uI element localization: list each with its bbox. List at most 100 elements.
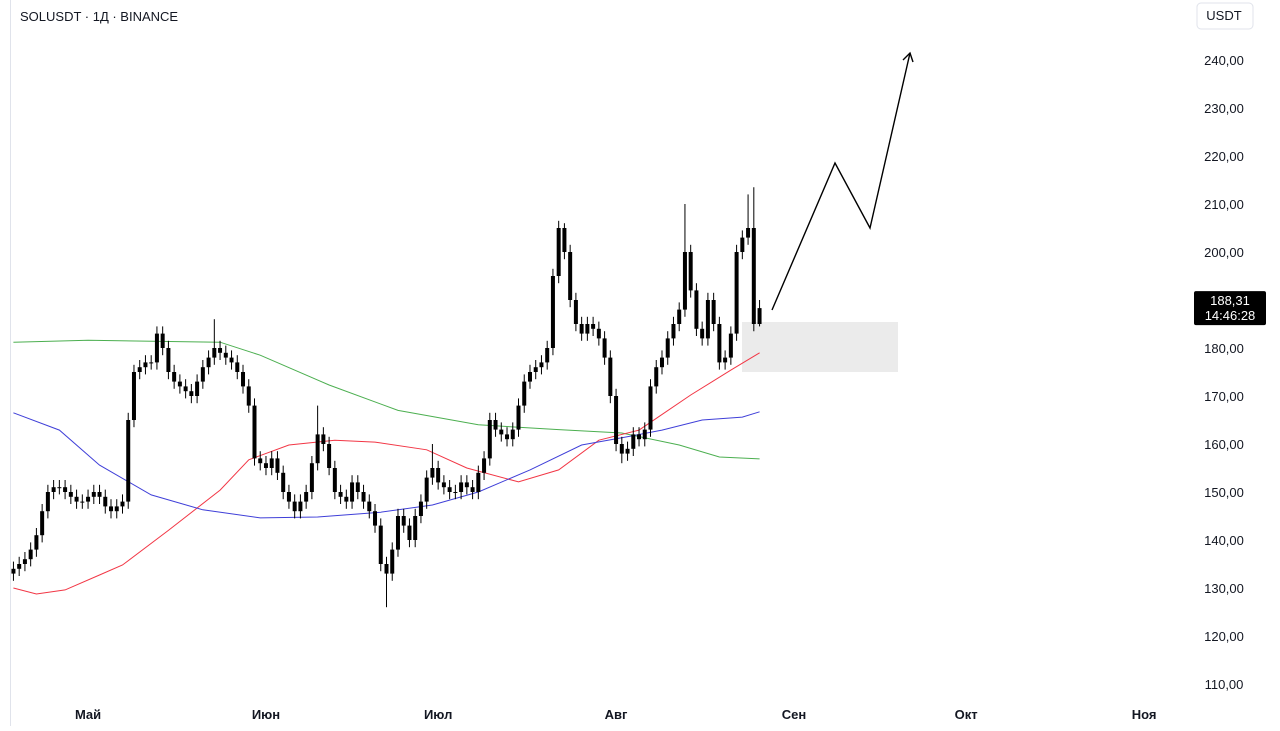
candle-body [212,348,217,358]
candle-body [424,477,429,502]
candle-body [281,472,286,492]
candle-body [533,367,538,372]
candle-body [177,381,182,387]
y-tick-label: 140,00 [1204,533,1244,548]
x-tick-label: Май [75,707,101,722]
candle-body [17,564,22,569]
candle-body [344,496,349,502]
candle-body [665,338,670,358]
candle-body [97,492,102,497]
candle-body [309,463,314,492]
candle-body [401,516,406,526]
candle-body [378,525,383,564]
candle-body [453,492,458,493]
candle-body [286,492,291,502]
candle-body [275,458,280,473]
candle-body [91,492,96,497]
x-tick-label: Сен [782,707,806,722]
candle-body [654,367,659,387]
candle-body [235,362,240,372]
candle-body [614,396,619,444]
candle-body [229,357,234,363]
candle-body [34,535,39,550]
candle-body [441,482,446,488]
candle-body [51,487,56,492]
candle-body [367,501,372,512]
candle-body [361,492,366,502]
candle-body [619,444,624,454]
y-tick-label: 210,00 [1204,197,1244,212]
y-tick-label: 200,00 [1204,245,1244,260]
candle-body [659,357,664,368]
candle-body [631,434,636,449]
candle-body [700,328,705,339]
moving-average [13,411,760,519]
candle-body [137,367,142,372]
plot-layer: 110,00 120,00 130,00 140,00 150,00 160,00 170,… [11,53,1266,726]
candle-body [80,501,85,503]
candle-body [591,324,596,329]
candle-body [579,324,584,334]
candle-body [57,487,62,489]
countdown-label: 14:46:28 [1205,308,1256,323]
candle-body [298,501,303,512]
candle-body [292,501,297,512]
y-tick-label: 170,00 [1204,389,1244,404]
candle-body [482,458,487,473]
candle-body [109,506,114,512]
candle-body [447,487,452,492]
candle-body [550,276,555,348]
candle-body [568,252,573,300]
candle-body [407,525,412,540]
candle-body [384,564,389,574]
x-tick-label: Окт [955,707,978,722]
candle-body [637,434,642,440]
candle-body [717,324,722,363]
candle-body [149,362,154,364]
forecast-arrowhead [902,51,914,63]
candle-body [189,391,194,396]
candle-body [711,300,716,324]
candle-body [682,252,687,310]
y-tick-label: 180,00 [1204,341,1244,356]
candle-body [350,482,355,502]
candle-body [160,333,165,348]
candle-body [332,468,337,492]
candle-body [505,434,510,440]
candle-body [671,324,676,339]
candle-body [22,559,27,564]
currency-box[interactable] [1196,2,1254,30]
candle-body [545,348,550,363]
candle-body [315,434,320,464]
candle-body [63,487,68,492]
candle-body [608,357,613,396]
candle-body [688,252,693,291]
candle-body [493,420,498,430]
candle-body [602,338,607,358]
candle-body [487,420,492,459]
x-tick-label: Ноя [1132,707,1157,722]
candle-body [464,482,469,488]
candle-body [114,506,119,512]
candle-body [723,357,728,363]
candle-body [705,300,710,339]
candle-body [45,492,50,512]
candle-body [476,472,481,492]
candle-body [304,492,309,502]
candle-body [321,434,326,444]
candle-body [430,468,435,478]
candle-body [562,228,567,252]
candle-body [68,492,73,497]
candle-body [694,290,699,329]
candle-body [223,352,228,358]
moving-average [13,352,760,595]
moving-average [13,339,760,460]
candle-body [395,516,400,550]
y-tick-label: 240,00 [1204,53,1244,68]
candle-body [40,511,45,536]
candle-body [418,501,423,516]
candle-body [166,348,171,372]
candle-body [373,511,378,526]
candle-body [746,228,751,238]
